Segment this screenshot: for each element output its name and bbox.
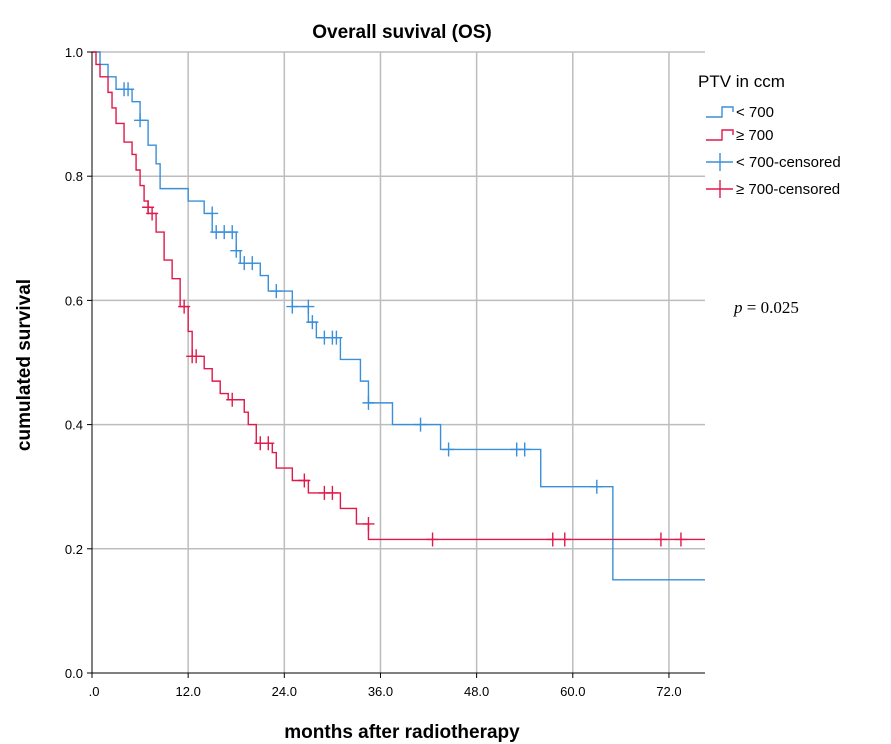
- censor-mark: [306, 315, 319, 330]
- censor-mark: [206, 206, 219, 221]
- censor-mark: [122, 82, 135, 97]
- x-tick-label: 72.0: [656, 684, 681, 699]
- censor-mark: [146, 206, 159, 221]
- x-tick-label: .0: [89, 684, 100, 699]
- censor-mark: [134, 113, 147, 128]
- series-line-2: [92, 51, 705, 541]
- x-tick-label: 48.0: [464, 684, 489, 699]
- censor-mark: [590, 479, 603, 494]
- legend-swatch-line: [706, 129, 734, 141]
- legend-swatch-censor: [706, 180, 733, 198]
- legend: PTV in ccm < 700 ≥ 700 < 700-censored ≥ 700…: [698, 72, 841, 198]
- p-value-symbol: p: [733, 298, 743, 317]
- tick-labels: .0 12.0 24.0 36.0 48.0 60.0 72.0 0.0 0.2 0.4 0.6 0.…: [65, 45, 682, 699]
- censor-mark: [326, 485, 339, 500]
- y-tick-label: 0.8: [65, 169, 83, 184]
- y-axis-title: cumulated survival: [14, 279, 35, 451]
- censor-mark: [190, 349, 203, 364]
- x-tick-label: 60.0: [560, 684, 585, 699]
- censor-mark: [426, 532, 439, 547]
- legend-title: PTV in ccm: [698, 72, 785, 91]
- p-value-text: = 0.025: [743, 298, 799, 317]
- y-tick-label: 0.6: [65, 293, 83, 308]
- series-line-1: [92, 51, 705, 581]
- plot-frame: [91, 52, 705, 674]
- censor-mark: [518, 442, 531, 457]
- x-tick-label: 24.0: [272, 684, 297, 699]
- y-tick-label: 0.0: [65, 666, 83, 681]
- censor-mark: [226, 225, 239, 240]
- legend-label: ≥ 700: [736, 127, 773, 144]
- censor-mark: [558, 532, 571, 547]
- censor-mark: [442, 442, 455, 457]
- censor-mark: [270, 284, 283, 299]
- legend-swatch-censor: [706, 153, 733, 171]
- y-tick-label: 1.0: [65, 45, 83, 60]
- y-tick-label: 0.4: [65, 418, 83, 433]
- censor-mark: [230, 243, 243, 258]
- censor-mark: [178, 299, 191, 314]
- censor-mark: [362, 516, 375, 531]
- legend-label: < 700: [736, 104, 774, 121]
- series-layer: [92, 51, 705, 581]
- chart-title: Overall suvival (OS): [312, 22, 492, 43]
- x-tick-label: 36.0: [368, 684, 393, 699]
- censor-mark: [286, 299, 299, 314]
- grid-lines: [92, 51, 705, 673]
- x-tick-label: 12.0: [176, 684, 201, 699]
- legend-swatch-line: [706, 106, 734, 118]
- censor-mark: [654, 532, 667, 547]
- censor-mark: [330, 330, 343, 345]
- x-axis-title: months after radiotherapy: [284, 722, 520, 743]
- censor-mark: [362, 395, 375, 410]
- censor-mark: [226, 392, 239, 407]
- censor-mark: [546, 532, 559, 547]
- p-value-annotation: p = 0.025: [733, 298, 799, 317]
- censor-mark: [414, 417, 427, 432]
- censor-mark: [262, 436, 275, 451]
- censor-mark: [302, 299, 315, 314]
- legend-label: < 700-censored: [736, 154, 841, 171]
- censor-mark: [246, 256, 259, 271]
- censor-mark: [298, 473, 311, 488]
- censor-mark: [674, 532, 687, 547]
- legend-label: ≥ 700-censored: [736, 181, 840, 198]
- y-tick-label: 0.2: [65, 542, 83, 557]
